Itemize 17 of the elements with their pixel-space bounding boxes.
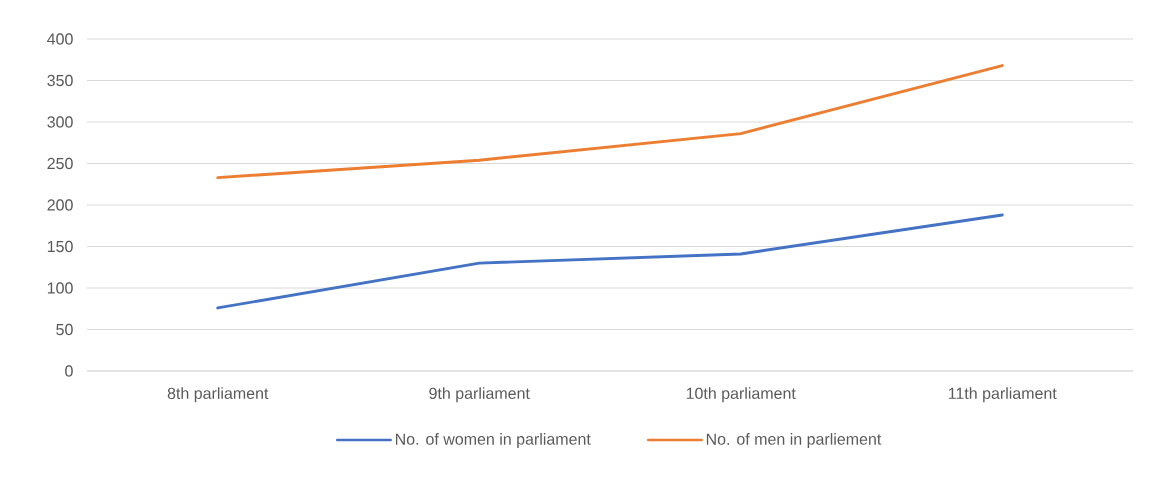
line-series (216, 213, 1004, 310)
x-tick-label: 11th parliament (948, 387, 1057, 403)
y-tick-label: 250 (47, 157, 73, 170)
y-tick-label: 100 (47, 282, 73, 294)
y-tick-label: 0 (65, 365, 73, 377)
x-tick-label: 9th parliament (429, 387, 530, 403)
y-tick-label: 200 (47, 199, 73, 211)
line-series (216, 64, 1004, 180)
legend-label: No. of men in parliement (706, 433, 882, 448)
y-tick-label: 300 (47, 116, 73, 128)
legend-label: No. of women in parliament (395, 433, 591, 448)
y-tick-label: 350 (47, 74, 73, 87)
y-tick-label: 400 (47, 33, 73, 45)
y-tick-label: 50 (56, 323, 73, 336)
x-tick-label: 10th parliament (686, 387, 796, 403)
y-tick-label: 150 (47, 240, 73, 253)
x-tick-label: 8th parliament (167, 387, 269, 403)
